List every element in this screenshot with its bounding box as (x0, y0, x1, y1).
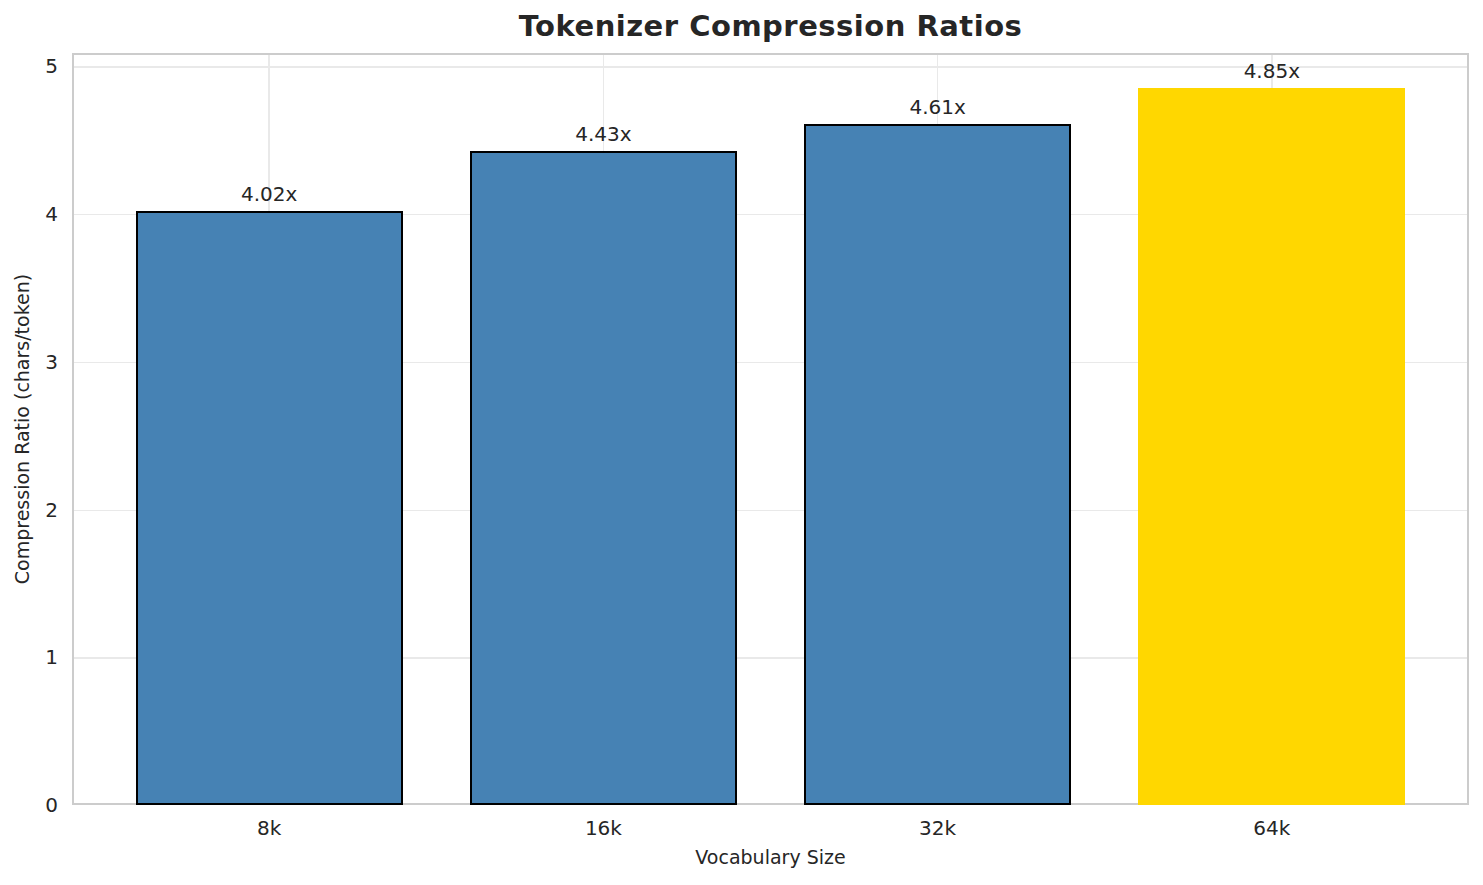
chart-title: Tokenizer Compression Ratios (72, 6, 1469, 46)
x-tick-label: 64k (1212, 816, 1332, 840)
x-axis-label: Vocabulary Size (72, 845, 1469, 869)
y-tick-label: 4 (0, 202, 58, 226)
bar-value-label: 4.85x (1212, 59, 1332, 83)
bar-value-label: 4.02x (209, 182, 329, 206)
x-tick-label: 16k (543, 816, 663, 840)
bar-16k (470, 151, 737, 805)
y-tick-label: 0 (0, 793, 58, 817)
bar-64k (1138, 88, 1405, 805)
plot-area (72, 53, 1469, 805)
y-axis-label: Compression Ratio (chars/token) (10, 274, 34, 584)
bar-32k (804, 124, 1071, 805)
x-tick-label: 32k (878, 816, 998, 840)
bar-chart-figure: Tokenizer Compression Ratios Compression… (0, 0, 1483, 885)
bar-8k (136, 211, 403, 805)
y-tick-label: 1 (0, 645, 58, 669)
y-tick-label: 2 (0, 498, 58, 522)
y-tick-label: 3 (0, 350, 58, 374)
bar-value-label: 4.61x (878, 95, 998, 119)
y-tick-label: 5 (0, 54, 58, 78)
x-tick-label: 8k (209, 816, 329, 840)
bar-value-label: 4.43x (543, 122, 663, 146)
